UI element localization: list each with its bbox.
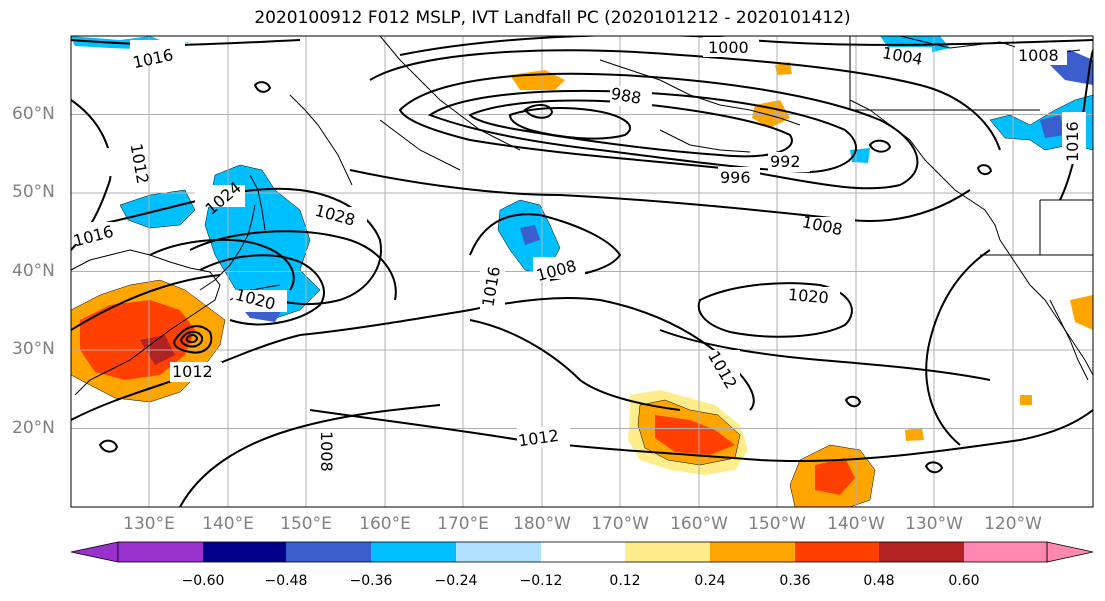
- lon-label: 140°W: [827, 514, 885, 534]
- contour-label: 1008: [317, 431, 336, 472]
- colorbar-tick-label: 0.24: [694, 573, 726, 589]
- lat-label: 30°N: [12, 339, 55, 359]
- lon-label: 170°E: [437, 514, 489, 534]
- lon-label: 130°E: [123, 514, 175, 534]
- colorbar-swatch: [795, 542, 879, 562]
- contour-label: 1000: [708, 38, 749, 57]
- contour-label: 1012: [172, 362, 213, 381]
- contour-label: 1016: [1063, 121, 1082, 162]
- colorbar-extend-high: [1046, 541, 1094, 563]
- colorbar-tick-label: 0.12: [609, 573, 641, 589]
- colorbar-swatch: [879, 542, 964, 562]
- lon-label: 120°W: [984, 514, 1042, 534]
- colorbar-extend-low: [70, 541, 119, 563]
- colorbar-swatch: [625, 542, 710, 562]
- lon-label: 130°W: [905, 514, 963, 534]
- lat-label: 40°N: [12, 261, 55, 281]
- contour-label: 996: [720, 168, 751, 187]
- colorbar-swatch: [286, 542, 371, 562]
- colorbar-tick-label: −0.36: [349, 573, 393, 589]
- lon-label: 150°W: [748, 514, 806, 534]
- colorbar-tick-label: −0.60: [181, 573, 225, 589]
- colorbar-tick-label: −0.12: [519, 573, 563, 589]
- contour-label: 992: [770, 152, 801, 171]
- map-frame: [70, 35, 1094, 508]
- colorbar-swatch: [964, 542, 1047, 562]
- colorbar-tick-label: 0.36: [779, 573, 811, 589]
- lon-label: 160°E: [359, 514, 411, 534]
- colorbar-tick-label: −0.24: [434, 573, 478, 589]
- colorbar-swatch: [203, 542, 286, 562]
- lon-label: 140°E: [202, 514, 254, 534]
- colorbar-tick-label: −0.48: [264, 573, 308, 589]
- contour-label: 1020: [787, 285, 829, 307]
- lat-label: 60°N: [12, 104, 55, 124]
- colorbar-swatch: [541, 542, 625, 562]
- colorbar-swatch: [710, 542, 795, 562]
- colorbar-swatch: [118, 542, 203, 562]
- colorbar-swatch: [371, 542, 456, 562]
- lon-label: 180°W: [513, 514, 571, 534]
- lat-label: 20°N: [12, 418, 55, 438]
- colorbar-tick-label: 0.48: [863, 573, 895, 589]
- lon-label: 150°E: [280, 514, 332, 534]
- lon-label: 170°W: [591, 514, 649, 534]
- colorbar-swatch: [456, 542, 541, 562]
- lon-label: 160°W: [670, 514, 728, 534]
- colorbar: [70, 541, 1094, 563]
- figure-title: 2020100912 F012 MSLP, IVT Landfall PC (2…: [254, 8, 851, 28]
- lat-label: 50°N: [12, 182, 55, 202]
- contour-label: 1008: [1018, 46, 1059, 65]
- colorbar-frame: [117, 541, 1048, 563]
- colorbar-tick-label: 0.60: [948, 573, 980, 589]
